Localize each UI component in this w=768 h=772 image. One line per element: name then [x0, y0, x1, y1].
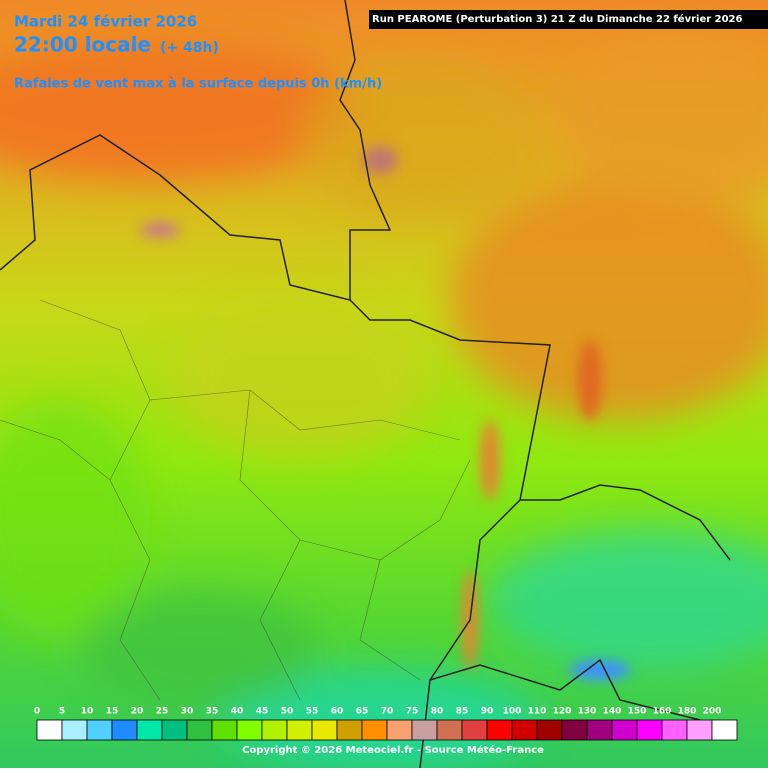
legend-label: 60 — [331, 707, 344, 717]
departments — [0, 299, 471, 701]
legend-swatch — [286, 719, 313, 741]
legend-label: 10 — [81, 707, 94, 717]
legend-label: 75 — [406, 707, 419, 717]
legend-swatch — [61, 719, 88, 741]
legend-swatch — [411, 719, 438, 741]
legend-label: 90 — [481, 707, 494, 717]
legend-label: 150 — [628, 707, 647, 717]
legend-swatch — [186, 719, 213, 741]
date: Mardi 24 février 2026 — [14, 13, 197, 31]
legend-swatch — [711, 719, 738, 741]
legend-swatch — [611, 719, 638, 741]
legend-label: 50 — [281, 707, 294, 717]
run-banner — [369, 10, 768, 29]
legend-label: 100 — [503, 707, 522, 717]
legend-swatch — [511, 719, 538, 741]
legend-label: 5 — [59, 707, 65, 717]
legend-label: 70 — [381, 707, 394, 717]
legend-label: 45 — [256, 707, 269, 717]
legend-label: 180 — [678, 707, 697, 717]
legend-label: 0 — [34, 707, 40, 717]
legend-label: 30 — [181, 707, 194, 717]
offset: (+ 48h) — [160, 40, 219, 56]
legend-label: 40 — [231, 707, 244, 717]
legend-swatch — [86, 719, 113, 741]
legend-swatch — [261, 719, 288, 741]
legend-swatch — [336, 719, 363, 741]
legend-swatch — [636, 719, 663, 741]
subtitle: Rafales de vent max à la surface depuis … — [14, 77, 382, 92]
legend: 0 5 10 15 20 25 30 35 40 45 50 55 60 65 70 75 80 85 90 100 1… — [34, 707, 738, 741]
legend-swatch — [36, 719, 63, 741]
legend-swatch — [386, 719, 413, 741]
legend-label: 120 — [553, 707, 572, 717]
legend-label: 130 — [578, 707, 597, 717]
legend-label: 15 — [106, 707, 119, 717]
legend-label: 85 — [456, 707, 469, 717]
legend-label: 140 — [603, 707, 622, 717]
legend-label: 55 — [306, 707, 319, 717]
legend-swatch — [236, 719, 263, 741]
legend-swatch — [136, 719, 163, 741]
legend-label: 160 — [653, 707, 672, 717]
legend-swatch — [461, 719, 488, 741]
legend-swatch — [311, 719, 338, 741]
legend-swatch — [361, 719, 388, 741]
borders — [0, 0, 731, 769]
run-info: Run PEAROME (Perturbation 3) 21 Z du Dim… — [372, 13, 743, 25]
legend-label: 65 — [356, 707, 369, 717]
legend-swatch — [661, 719, 688, 741]
legend-swatch — [161, 719, 188, 741]
legend-swatch — [486, 719, 513, 741]
legend-label: 110 — [528, 707, 547, 717]
wind-field — [0, 30, 768, 770]
legend-swatch — [686, 719, 713, 741]
legend-swatch — [586, 719, 613, 741]
legend-swatch — [436, 719, 463, 741]
legend-label: 20 — [131, 707, 144, 717]
legend-swatch — [211, 719, 238, 741]
legend-label: 25 — [156, 707, 169, 717]
legend-swatch — [536, 719, 563, 741]
legend-swatch — [111, 719, 138, 741]
copyright: Copyright © 2026 Meteociel.fr - Source M… — [242, 744, 544, 756]
time: 22:00 locale — [14, 33, 151, 57]
legend-label: 200 — [703, 707, 722, 717]
legend-swatch — [561, 719, 588, 741]
legend-label: 35 — [206, 707, 219, 717]
legend-label: 80 — [431, 707, 444, 717]
